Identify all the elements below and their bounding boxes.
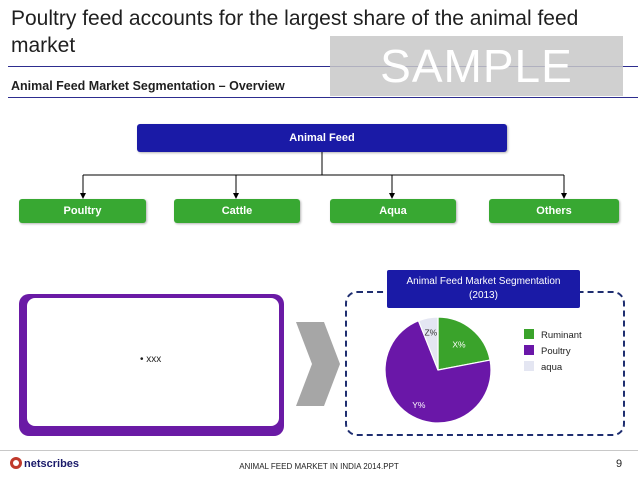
logo-mark-icon	[10, 457, 22, 469]
node-animal-feed: Animal Feed	[137, 124, 507, 152]
bullet-text: • xxx	[140, 354, 162, 365]
netscribes-logo: netscribes	[10, 457, 79, 470]
slide-subtitle: Animal Feed Market Segmentation – Overvi…	[11, 79, 285, 93]
pie-slice-ruminant	[437, 316, 491, 371]
legend-swatch-ruminant	[524, 329, 534, 339]
legend-label: Poultry	[541, 346, 571, 357]
pie-slice-aqua	[417, 316, 439, 371]
pie-chart: X% Y% Z%	[384, 316, 492, 424]
node-cattle: Cattle	[174, 199, 300, 223]
logo-text: netscribes	[24, 458, 80, 470]
pie-slice-poultry	[384, 319, 492, 424]
node-others: Others	[489, 199, 619, 223]
sample-watermark: SAMPLE	[330, 36, 623, 96]
title-divider-bottom	[8, 97, 638, 98]
legend-item-poultry: Poultry	[524, 345, 571, 357]
legend-item-aqua: aqua	[524, 361, 562, 373]
chevron-right-icon	[296, 322, 340, 406]
text-box	[27, 298, 279, 426]
page-number: 9	[616, 458, 623, 470]
legend-label: aqua	[541, 362, 563, 373]
node-aqua: Aqua	[330, 199, 456, 223]
footer-text: ANIMAL FEED MARKET IN INDIA 2014.PPT	[239, 462, 399, 471]
legend-swatch-aqua	[524, 361, 534, 371]
legend-label: Ruminant	[541, 330, 582, 341]
legend-swatch-poultry	[524, 345, 534, 355]
pie-label-poultry: Y%	[412, 400, 426, 410]
node-poultry: Poultry	[19, 199, 146, 223]
pie-label-aqua: Z%	[424, 328, 437, 338]
legend-item-ruminant: Ruminant	[524, 329, 582, 341]
chart-subtitle: (2013)	[469, 290, 498, 301]
chart-title-box: Animal Feed Market Segmentation (2013)	[387, 270, 580, 308]
title-divider-top	[8, 66, 638, 67]
pie-label-ruminant: X%	[452, 340, 466, 350]
slide-title: Poultry feed accounts for the largest sh…	[11, 7, 579, 57]
footer-divider	[0, 450, 638, 451]
chart-title: Animal Feed Market Segmentation	[406, 276, 561, 287]
